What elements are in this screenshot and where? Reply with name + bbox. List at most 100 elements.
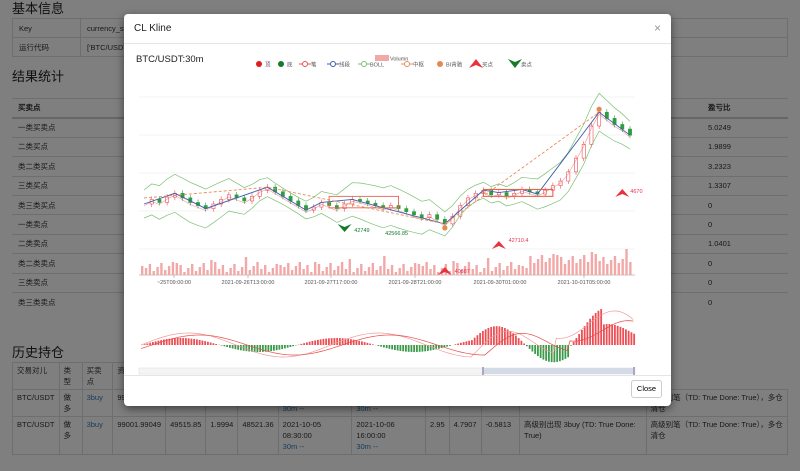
- volume-bar: [367, 267, 371, 275]
- macd-bar: [550, 345, 553, 363]
- macd-bar: [207, 341, 209, 345]
- candle-body: [589, 125, 594, 145]
- legend-marker: [330, 61, 336, 67]
- macd-bar: [443, 345, 446, 348]
- macd-bar: [240, 345, 242, 351]
- volume-bar: [298, 262, 301, 275]
- macd-bar: [539, 345, 542, 359]
- kline-chart[interactable]: BTC/USDT:30m 顶 底 笔 线段 BOLL 中枢 BI背驰 买点 卖点 Volumn 4…: [124, 45, 671, 375]
- macd-bar: [435, 345, 438, 350]
- macd-bar: [333, 338, 336, 345]
- boll-lower: [143, 130, 631, 237]
- macd-bar: [473, 337, 476, 345]
- candle-body: [358, 199, 362, 202]
- volume-bar: [252, 266, 255, 275]
- volume-bar: [321, 271, 325, 275]
- volume-bar: [287, 263, 290, 275]
- chart-annotation: 4670: [630, 189, 642, 195]
- macd-bar: [391, 345, 394, 350]
- macd-bar: [413, 345, 416, 352]
- volume-bar: [233, 264, 236, 275]
- macd-bar: [198, 339, 201, 345]
- volume-bar: [329, 263, 332, 275]
- volume-bar: [575, 263, 578, 275]
- volume-bar: [506, 266, 509, 275]
- volume-bar: [436, 272, 440, 275]
- macd-bar: [385, 345, 388, 349]
- macd-bar: [553, 345, 556, 363]
- legend-marker: [508, 59, 522, 68]
- zoom-slider[interactable]: [138, 367, 636, 375]
- volume-bar: [156, 267, 159, 275]
- macd-bar: [594, 312, 597, 345]
- macd-bar: [589, 318, 592, 345]
- volume-bar: [571, 256, 574, 275]
- volume-bar: [302, 269, 305, 275]
- candle-body: [574, 157, 578, 173]
- macd-bar: [160, 340, 163, 345]
- volume-bar: [598, 261, 601, 275]
- macd-bar: [515, 335, 517, 345]
- volume-bar: [533, 263, 536, 275]
- volume-bar: [363, 271, 367, 275]
- buy-point-marker: [437, 267, 452, 275]
- macd-bar: [322, 338, 325, 345]
- macd-bar: [185, 338, 187, 345]
- macd-bar: [526, 345, 528, 347]
- macd-bar: [264, 345, 267, 352]
- macd-bar: [234, 345, 237, 350]
- zhongshu-box: [482, 188, 554, 197]
- volume-bar: [160, 263, 163, 275]
- volume-bar: [544, 262, 547, 275]
- macd-bar: [286, 345, 289, 348]
- macd-bar: [564, 345, 567, 359]
- modal-footer: Close: [124, 375, 671, 406]
- macd-bar: [352, 339, 355, 345]
- x-axis: ~25T09:00:00 2021-09-26T13:00:00 2021-09-2…: [157, 275, 610, 286]
- macd-bar: [517, 338, 520, 345]
- macd-bar: [520, 340, 523, 345]
- volume-bar: [306, 265, 309, 275]
- candle-body: [334, 205, 339, 209]
- volume-bar: [148, 264, 152, 275]
- modal-title: CL Kline: [134, 23, 172, 34]
- macd-bar: [457, 343, 460, 345]
- legend-marker: [302, 61, 308, 67]
- macd-dif-line: [140, 310, 634, 358]
- macd-bar: [204, 341, 207, 345]
- close-icon[interactable]: ×: [653, 21, 661, 35]
- close-button[interactable]: Close: [631, 380, 662, 398]
- candle-body: [311, 206, 316, 211]
- volume-bar: [187, 268, 190, 275]
- macd-bar: [314, 340, 317, 345]
- legend-label: 中枢: [413, 61, 425, 69]
- macd-bar: [581, 329, 583, 345]
- legend-label: 顶: [265, 62, 271, 69]
- volume-bar: [279, 265, 282, 275]
- chart-legend[interactable]: 顶 底 笔 线段 BOLL 中枢 BI背驰 买点 卖点 Volumn: [256, 55, 533, 69]
- macd-bar: [143, 344, 146, 345]
- macd-bar: [487, 327, 490, 345]
- volume-bar: [536, 259, 540, 275]
- macd-bar: [479, 333, 482, 345]
- macd-bar: [270, 345, 273, 352]
- volume-bar: [144, 268, 148, 275]
- volume-bar: [486, 258, 490, 275]
- macd-bar: [614, 324, 616, 345]
- macd-bar: [336, 338, 339, 345]
- macd-bar: [449, 345, 451, 346]
- volume-bar: [552, 254, 555, 275]
- volume-bar: [313, 262, 317, 275]
- volume-bar: [594, 254, 597, 275]
- macd-bar: [465, 341, 468, 345]
- volume-bar: [490, 271, 494, 275]
- macd-bar: [355, 340, 358, 345]
- bi-line: [143, 111, 631, 225]
- macd-bar: [372, 344, 374, 345]
- chart-annotation: 42566.85: [385, 231, 408, 237]
- macd-bar: [163, 339, 165, 345]
- volume-bar: [183, 272, 186, 275]
- macd-bar: [600, 309, 603, 345]
- volume-bar: [240, 267, 244, 275]
- volume-bar: [175, 263, 178, 275]
